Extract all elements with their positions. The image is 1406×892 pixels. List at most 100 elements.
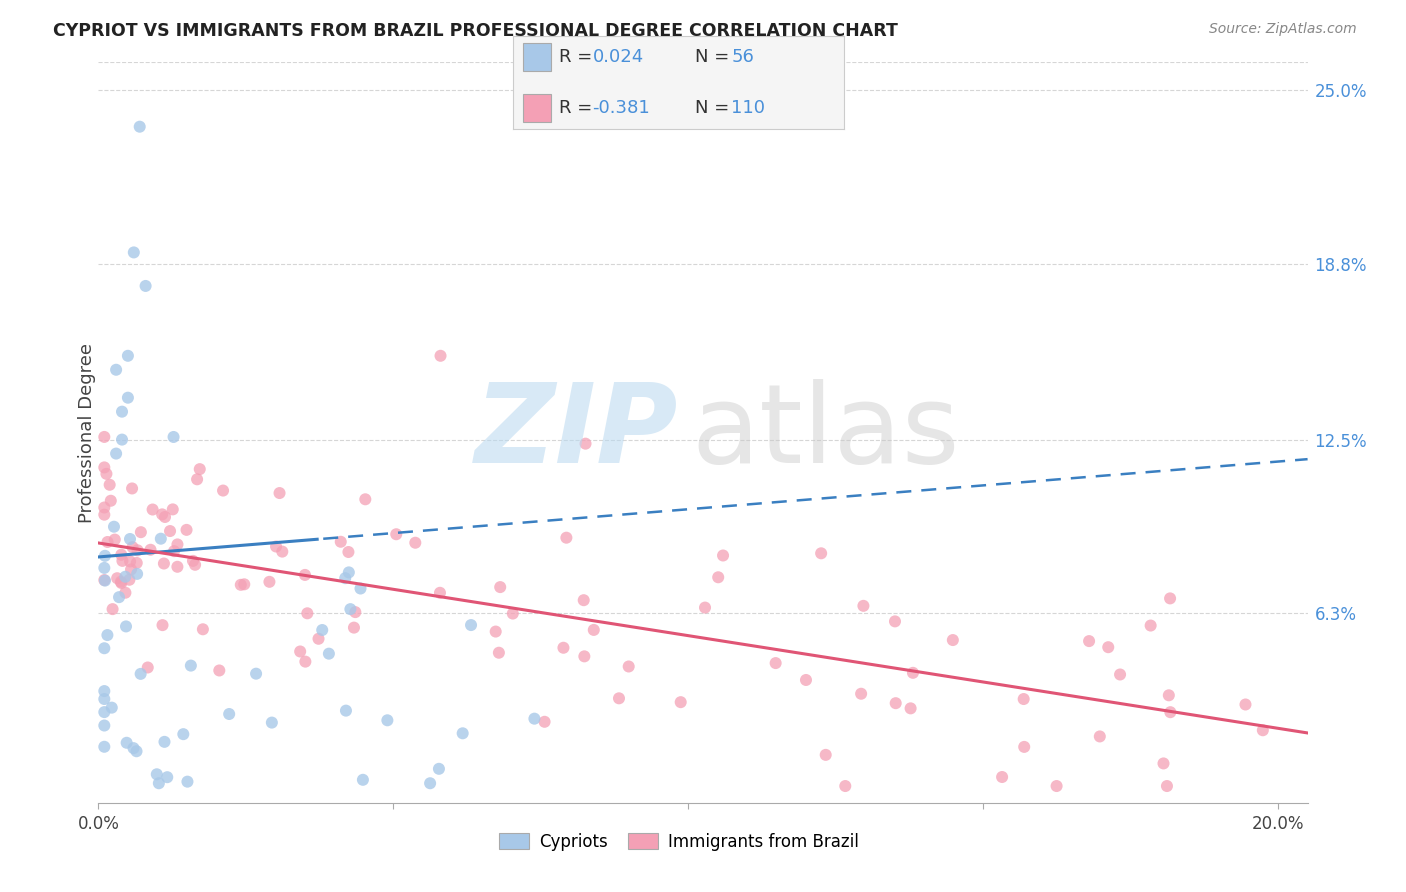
Y-axis label: Professional Degree: Professional Degree <box>79 343 96 523</box>
Point <box>121 540 143 554</box>
Point <box>96 467 118 481</box>
Point <box>1157 688 1180 702</box>
Point <box>834 779 856 793</box>
Text: atlas: atlas <box>690 379 959 486</box>
Text: R =: R = <box>560 99 599 117</box>
Point <box>153 510 176 524</box>
Point <box>93 641 115 656</box>
Point <box>120 554 142 568</box>
Point <box>810 546 832 560</box>
Point <box>150 508 173 522</box>
Text: N =: N = <box>695 99 735 117</box>
Text: N =: N = <box>695 48 735 66</box>
Point <box>93 718 115 732</box>
Point <box>339 602 361 616</box>
Point <box>153 557 176 571</box>
Point <box>118 532 141 546</box>
Point <box>93 430 115 444</box>
Point <box>794 673 817 687</box>
Point <box>184 558 207 572</box>
Point <box>176 523 198 537</box>
Point <box>318 647 340 661</box>
Point <box>942 633 965 648</box>
Point <box>1234 698 1257 712</box>
Point <box>129 525 152 540</box>
Point <box>502 607 524 621</box>
Point <box>572 593 595 607</box>
Text: 110: 110 <box>731 99 765 117</box>
Point <box>1078 634 1101 648</box>
Point <box>451 726 474 740</box>
Point <box>180 658 202 673</box>
Point <box>104 533 127 547</box>
Point <box>93 508 115 522</box>
Point <box>884 696 907 710</box>
Point <box>337 566 360 580</box>
Point <box>118 573 141 587</box>
Point <box>110 574 132 589</box>
Point <box>533 714 555 729</box>
Point <box>264 540 287 554</box>
Point <box>208 664 231 678</box>
Point <box>125 556 148 570</box>
Point <box>166 537 188 551</box>
Point <box>117 349 139 363</box>
Point <box>110 548 132 562</box>
Point <box>162 430 184 444</box>
Point <box>884 615 907 629</box>
Point <box>159 524 181 538</box>
Point <box>329 534 352 549</box>
Point <box>115 619 138 633</box>
Point <box>1109 667 1132 681</box>
Point <box>93 705 115 719</box>
Point <box>122 245 145 260</box>
Point <box>93 460 115 475</box>
Text: ZIP: ZIP <box>475 379 679 486</box>
Point <box>100 700 122 714</box>
Point <box>852 599 875 613</box>
Point <box>146 767 169 781</box>
Point <box>260 715 283 730</box>
Point <box>122 741 145 756</box>
Point <box>176 774 198 789</box>
Point <box>485 624 508 639</box>
Point <box>127 566 149 581</box>
Point <box>128 120 150 134</box>
Point <box>93 739 115 754</box>
Point <box>108 590 131 604</box>
Point <box>335 704 357 718</box>
FancyBboxPatch shape <box>523 43 551 70</box>
Point <box>574 649 596 664</box>
Point <box>385 527 408 541</box>
Point <box>125 744 148 758</box>
Point <box>335 571 357 585</box>
Point <box>117 391 139 405</box>
Point <box>127 543 149 558</box>
Point <box>120 562 142 576</box>
Point <box>607 691 630 706</box>
Point <box>191 622 214 636</box>
Point <box>245 666 267 681</box>
Point <box>991 770 1014 784</box>
Point <box>1159 591 1181 606</box>
Point <box>93 684 115 698</box>
Point <box>429 586 451 600</box>
FancyBboxPatch shape <box>523 95 551 122</box>
Point <box>1012 692 1035 706</box>
Point <box>460 618 482 632</box>
Point <box>93 561 115 575</box>
Point <box>148 776 170 790</box>
Point <box>96 535 118 549</box>
Text: R =: R = <box>560 48 599 66</box>
Point <box>1088 730 1111 744</box>
Point <box>308 632 330 646</box>
Point <box>139 542 162 557</box>
Point <box>105 363 128 377</box>
Point <box>488 646 510 660</box>
Text: 0.024: 0.024 <box>592 48 644 66</box>
Point <box>188 462 211 476</box>
Point <box>344 605 367 619</box>
Point <box>94 549 117 563</box>
Point <box>101 602 124 616</box>
Point <box>427 762 450 776</box>
